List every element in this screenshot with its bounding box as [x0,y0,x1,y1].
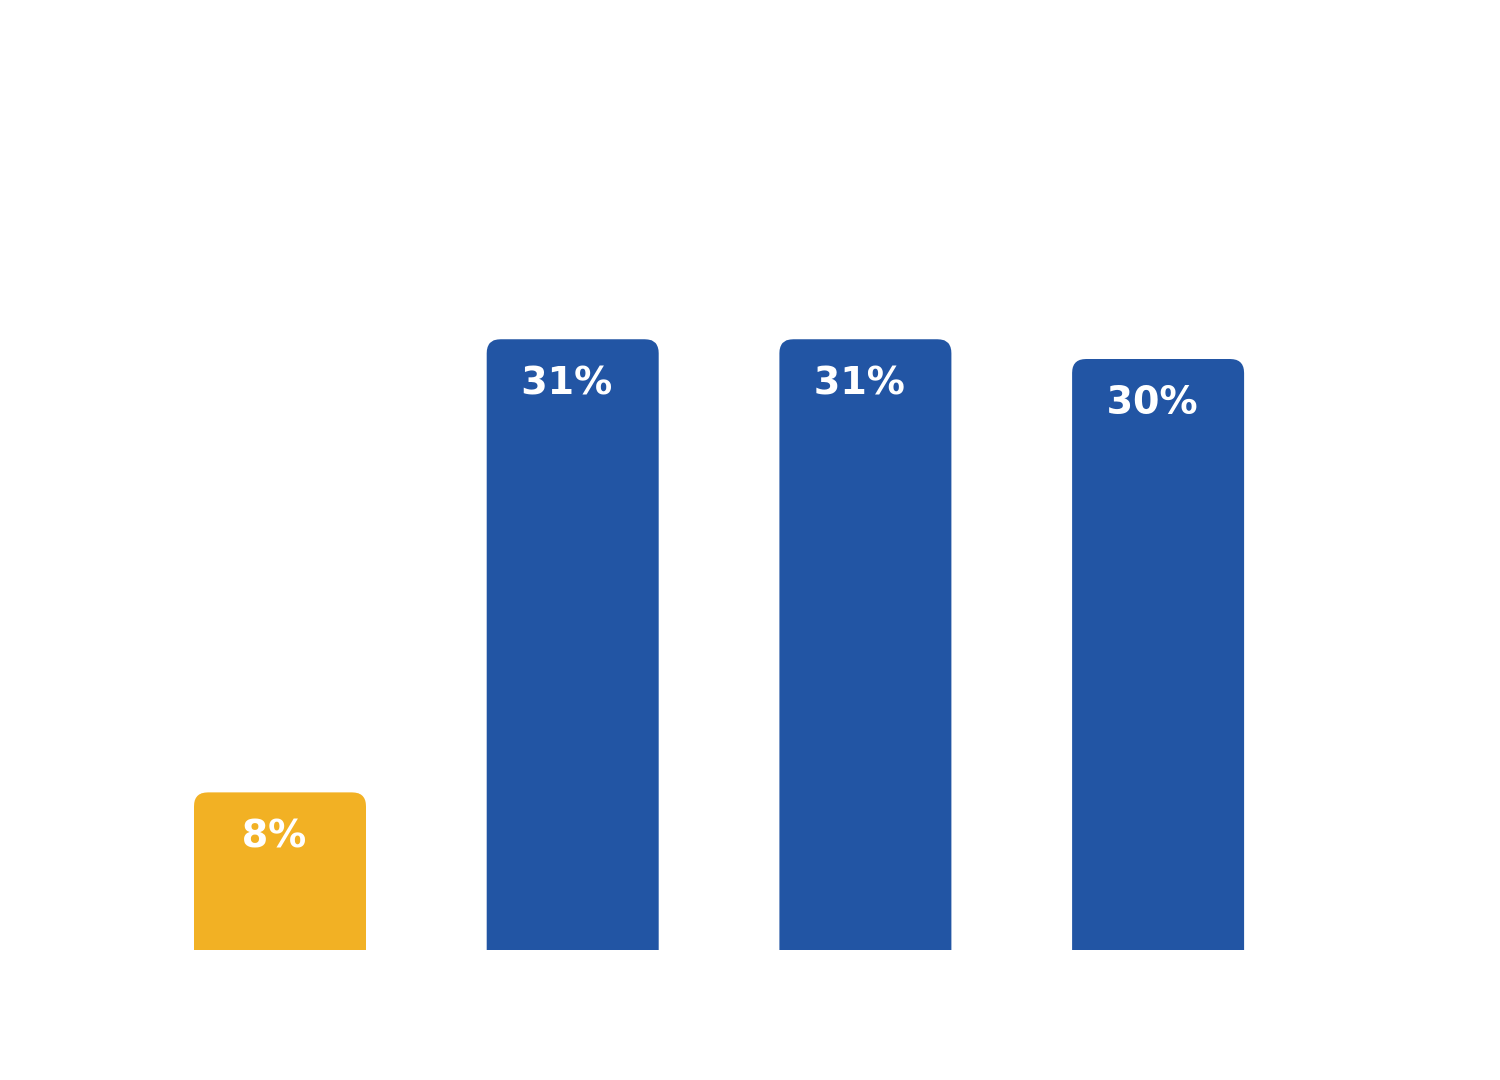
value-label: 31% [521,359,612,403]
bar [194,792,366,950]
bar [486,339,659,950]
value-label: 8% [242,812,307,856]
bar [1072,359,1245,950]
value-label: 31% [814,359,905,403]
value-label: 30% [1107,379,1198,423]
bar [779,339,952,950]
